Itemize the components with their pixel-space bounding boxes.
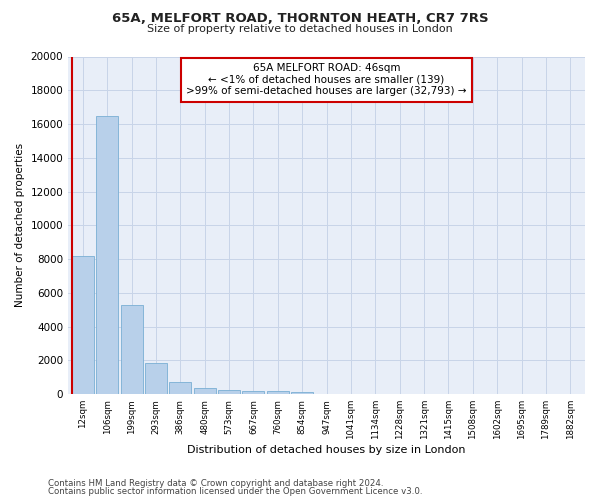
Bar — [121, 304, 143, 394]
Text: Contains HM Land Registry data © Crown copyright and database right 2024.: Contains HM Land Registry data © Crown c… — [48, 478, 383, 488]
Bar — [267, 391, 289, 394]
Text: 65A MELFORT ROAD: 46sqm
← <1% of detached houses are smaller (139)
>99% of semi-: 65A MELFORT ROAD: 46sqm ← <1% of detache… — [187, 64, 467, 96]
Text: 65A, MELFORT ROAD, THORNTON HEATH, CR7 7RS: 65A, MELFORT ROAD, THORNTON HEATH, CR7 7… — [112, 12, 488, 26]
Bar — [96, 116, 118, 394]
Bar — [218, 390, 240, 394]
Bar — [291, 392, 313, 394]
Text: Size of property relative to detached houses in London: Size of property relative to detached ho… — [147, 24, 453, 34]
Bar — [72, 256, 94, 394]
X-axis label: Distribution of detached houses by size in London: Distribution of detached houses by size … — [187, 445, 466, 455]
Bar — [194, 388, 215, 394]
Bar — [169, 382, 191, 394]
Bar — [242, 390, 265, 394]
Bar — [145, 363, 167, 394]
Y-axis label: Number of detached properties: Number of detached properties — [15, 144, 25, 308]
Text: Contains public sector information licensed under the Open Government Licence v3: Contains public sector information licen… — [48, 487, 422, 496]
